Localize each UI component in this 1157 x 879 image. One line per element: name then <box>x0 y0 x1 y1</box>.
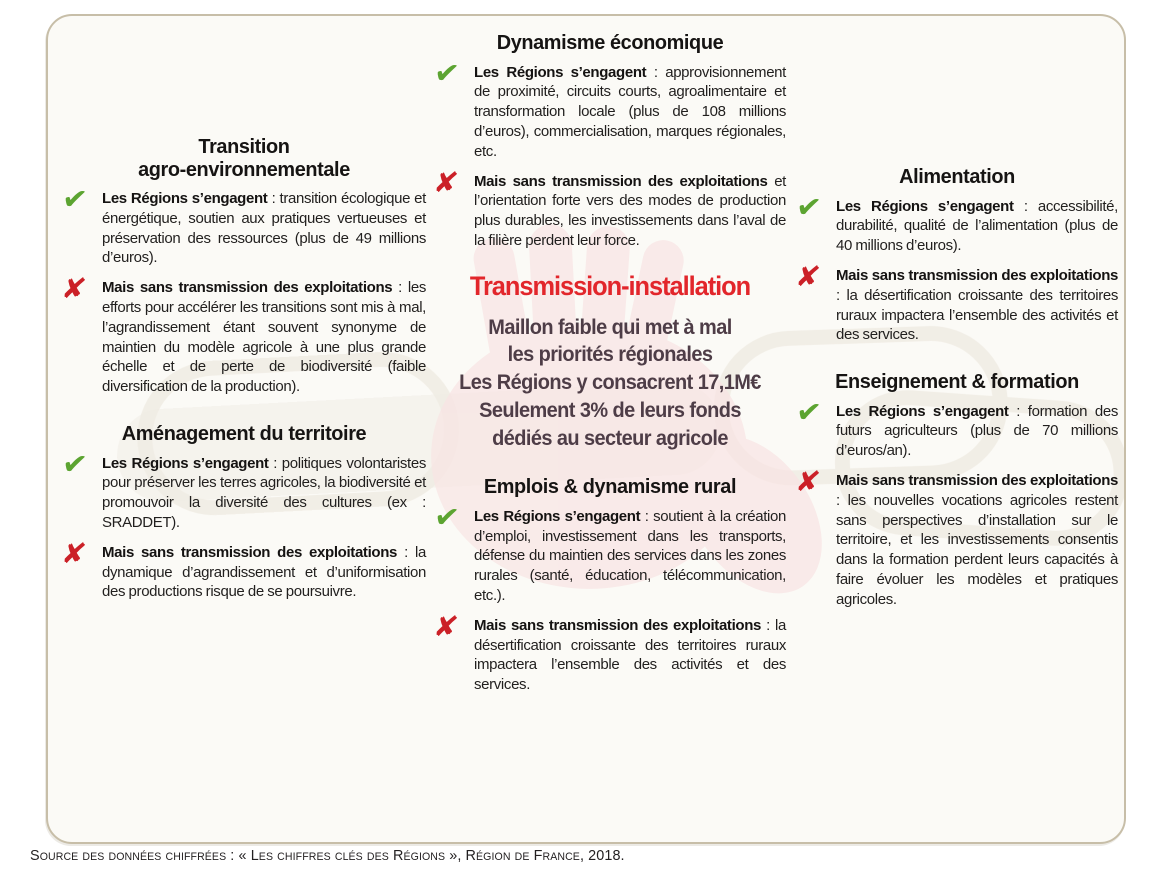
con-item: ✘ Mais sans transmission des exploitatio… <box>793 260 1118 345</box>
cross-icon: ✘ <box>793 260 823 292</box>
con-item: ✘ Mais sans transmission des exploitatio… <box>793 466 1118 610</box>
con-label: Mais sans transmission des exploitations <box>836 472 1118 490</box>
con-text: Mais sans transmission des exploitations… <box>102 278 426 397</box>
section-amenagement: Aménagement du territoire ✔ Les Régions … <box>59 422 426 602</box>
section-title-dynamisme: Dynamisme économique <box>496 31 724 54</box>
con-text: Mais sans transmission des exploitations… <box>474 172 786 251</box>
con-label: Mais sans transmission des exploitations <box>474 172 768 190</box>
pro-text: Les Régions s’engagent : soutient à la c… <box>474 507 786 606</box>
column-left: Transition agro-environnementale ✔ Les Ré… <box>59 135 426 612</box>
section-enseignement: Enseignement & formation ✔ Les Régions s… <box>793 370 1118 610</box>
column-right: Alimentation ✔ Les Régions s’engagent : … <box>793 165 1118 620</box>
con-body: : les nouvelles vocations agricoles rest… <box>836 491 1118 608</box>
pro-label: Les Régions s’engagent <box>474 507 641 525</box>
pro-item: ✔ Les Régions s’engagent : accessibilité… <box>794 190 1118 256</box>
pro-body: : accessibilité, durabilité, qualité de … <box>836 197 1118 255</box>
pro-body: : soutient à la création d’emploi, inves… <box>474 507 786 605</box>
subtitle-line: les priorités régionales <box>507 343 713 367</box>
con-body: et l’orientation forte vers des modes de… <box>474 172 786 249</box>
check-icon: ✔ <box>794 394 823 431</box>
con-text: Mais sans transmission des exploitations… <box>836 266 1118 345</box>
section-title-transition: Transition agro-environnementale <box>67 135 420 181</box>
subtitle-line: Les Régions y consacrent 17,1M€ <box>459 371 761 395</box>
source-caption: Source des données chiffrées : « Les chi… <box>30 847 625 864</box>
con-item: ✘ Mais sans transmission des exploitatio… <box>431 166 786 251</box>
section-dynamisme: Dynamisme économique ✔ Les Régions s’eng… <box>431 31 786 251</box>
pro-text: Les Régions s’engagent : accessibilité, … <box>836 197 1118 256</box>
pro-label: Les Régions s’engagent <box>102 190 268 208</box>
con-text: Mais sans transmission des exploitations… <box>102 543 426 602</box>
pro-body: : politiques volontaristes pour préserve… <box>102 454 426 531</box>
section-transition: Transition agro-environnementale ✔ Les Ré… <box>59 135 426 397</box>
pro-label: Les Régions s’engagent <box>836 402 1009 420</box>
pro-body: : transition écologique et énergétique, … <box>102 190 426 267</box>
pro-item: ✔ Les Régions s’engagent : soutient à la… <box>432 500 786 606</box>
pro-label: Les Régions s’engagent <box>474 63 647 81</box>
pro-label: Les Régions s’engagent <box>836 197 1014 215</box>
column-middle: Dynamisme économique ✔ Les Régions s’eng… <box>431 31 786 705</box>
check-icon: ✔ <box>794 189 823 225</box>
pro-text: Les Régions s’engagent : politiques volo… <box>102 454 426 533</box>
section-title-enseignement: Enseignement & formation <box>835 370 1079 394</box>
cross-icon: ✘ <box>431 166 461 198</box>
con-item: ✘ Mais sans transmission des exploitatio… <box>59 537 426 602</box>
subtitle-line: Maillon faible qui met à mal <box>488 315 732 339</box>
check-icon: ✔ <box>60 182 89 218</box>
section-title-alimentation: Alimentation <box>899 165 1015 188</box>
section-emplois: Emplois & dynamisme rural ✔ Les Régions … <box>431 475 786 695</box>
pro-text: Les Régions s’engagent : approvisionneme… <box>474 63 786 162</box>
subtitle-line: dédiés au secteur agricole <box>492 426 728 450</box>
pro-item: ✔ Les Régions s’engagent : approvisionne… <box>432 56 786 162</box>
check-icon: ✔ <box>60 446 89 483</box>
cross-icon: ✘ <box>59 537 89 569</box>
con-label: Mais sans transmission des exploitations <box>836 266 1118 284</box>
pro-body: : approvisionnement de proximité, circui… <box>474 63 786 160</box>
check-icon: ✔ <box>432 55 461 91</box>
check-icon: ✔ <box>432 499 461 536</box>
con-label: Mais sans transmission des exploitations <box>474 616 762 634</box>
con-body: : les efforts pour accélérer les transit… <box>102 279 427 396</box>
con-body: : la désertification croissante des terr… <box>836 286 1118 344</box>
subtitle-line: Seulement 3% de leurs fonds <box>479 398 741 422</box>
con-item: ✘ Mais sans transmission des exploitatio… <box>431 610 786 695</box>
title-line: Transition <box>198 135 290 158</box>
cross-icon: ✘ <box>431 610 461 642</box>
title-line: agro-environnementale <box>138 157 350 181</box>
cross-icon: ✘ <box>793 466 823 498</box>
con-body: : la dynamique d’agrandissement et d’uni… <box>102 543 426 601</box>
pro-item: ✔ Les Régions s’engagent : transition éc… <box>60 182 426 268</box>
section-alimentation: Alimentation ✔ Les Régions s’engagent : … <box>793 165 1118 345</box>
pro-label: Les Régions s’engagent <box>102 454 269 472</box>
section-title-amenagement: Aménagement du territoire <box>121 422 367 446</box>
con-text: Mais sans transmission des exploitations… <box>836 471 1118 610</box>
pro-item: ✔ Les Régions s’engagent : politiques vo… <box>60 447 426 533</box>
section-title-emplois: Emplois & dynamisme rural <box>483 475 737 499</box>
con-label: Mais sans transmission des exploitations <box>102 543 398 561</box>
pro-text: Les Régions s’engagent : formation des f… <box>836 402 1118 461</box>
main-title: Transmission-installation <box>469 270 751 301</box>
pro-body: : formation des futurs agriculteurs (plu… <box>836 402 1118 460</box>
main-subtitle: Maillon faible qui met à mal les priorit… <box>434 314 786 453</box>
con-item: ✘ Mais sans transmission des exploitatio… <box>59 273 426 397</box>
cross-icon: ✘ <box>59 273 89 305</box>
con-body: : la désertification croissante des terr… <box>474 616 786 694</box>
pro-item: ✔ Les Régions s’engagent : formation des… <box>794 395 1118 461</box>
con-text: Mais sans transmission des exploitations… <box>474 616 786 695</box>
con-label: Mais sans transmission des exploitations <box>102 279 393 297</box>
pro-text: Les Régions s’engagent : transition écol… <box>102 189 426 268</box>
infographic-card: Transition agro-environnementale ✔ Les Ré… <box>46 14 1126 844</box>
